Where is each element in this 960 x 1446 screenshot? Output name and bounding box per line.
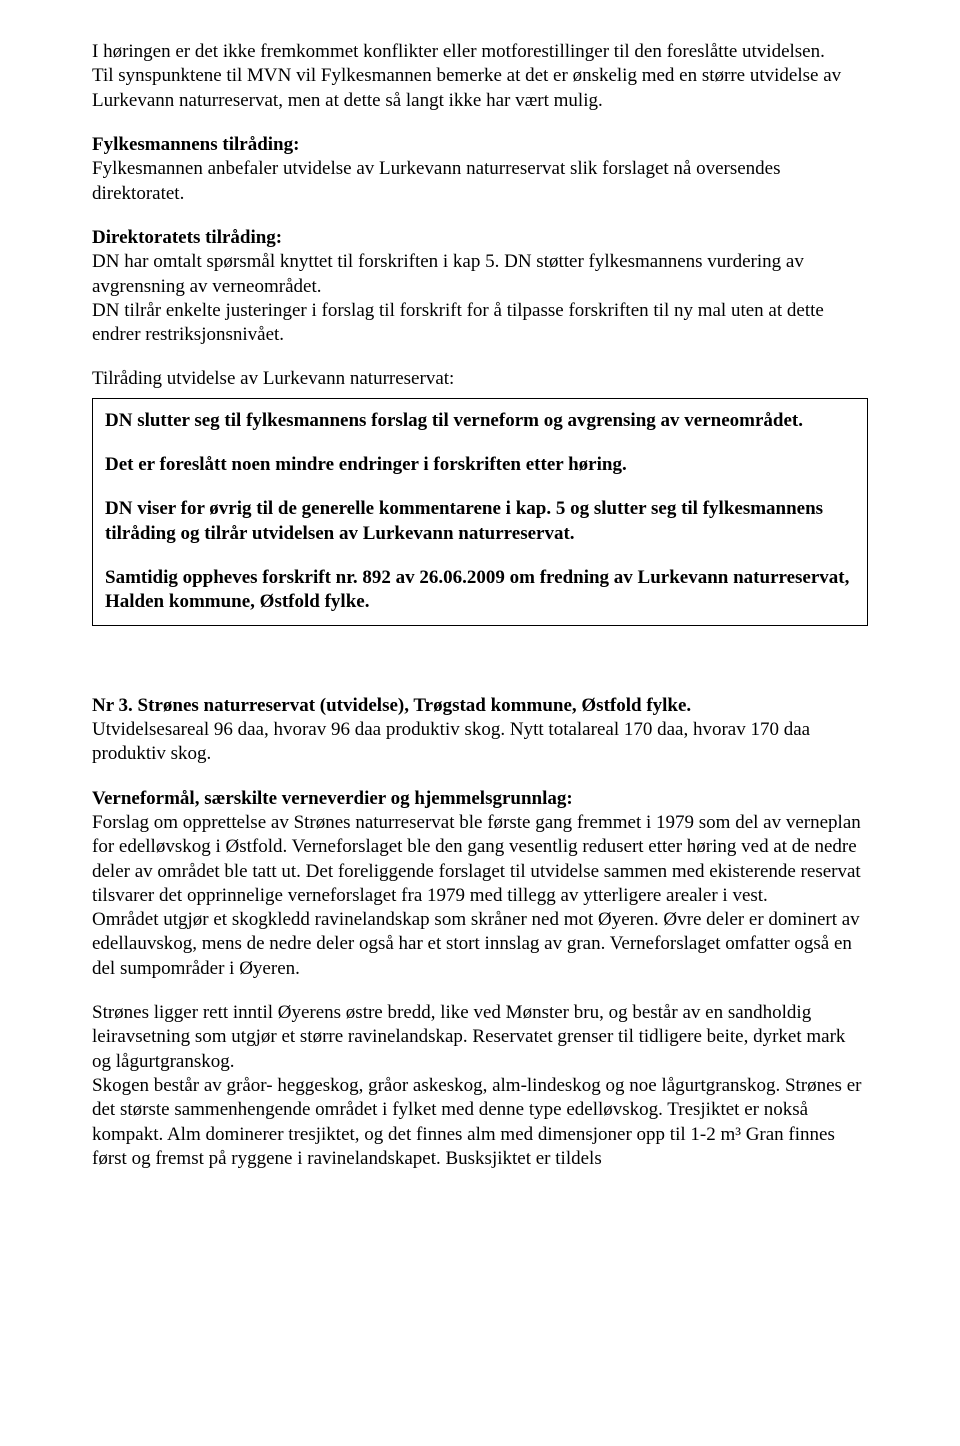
- section-heading-nr3: Nr 3. Strønes naturreservat (utvidelse),…: [92, 694, 868, 718]
- direktoratet-text-1: DN har omtalt spørsmål knyttet til forsk…: [92, 251, 804, 296]
- fylkesmannen-heading: Fylkesmannens tilråding:: [92, 134, 299, 155]
- box-p2: Det er foreslått noen mindre endringer i…: [105, 453, 855, 477]
- verneformal-block: Verneformål, særskilte verneverdier og h…: [92, 787, 868, 909]
- verneformal-text-1: Forslag om opprettelse av Strønes naturr…: [92, 812, 861, 906]
- areal-paragraph: Utvidelsesareal 96 daa, hvorav 96 daa pr…: [92, 718, 868, 767]
- box-p4: Samtidig oppheves forskrift nr. 892 av 2…: [105, 566, 855, 615]
- verneformal-heading: Verneformål, særskilte verneverdier og h…: [92, 788, 573, 809]
- document-page: I høringen er det ikke fremkommet konfli…: [0, 0, 960, 1211]
- direktoratet-block: Direktoratets tilråding: DN har omtalt s…: [92, 226, 868, 348]
- fylkesmannen-text: Fylkesmannen anbefaler utvidelse av Lurk…: [92, 158, 781, 203]
- box-p1: DN slutter seg til fylkesmannens forslag…: [105, 409, 855, 433]
- strones-p2: Skogen består av gråor- heggeskog, gråor…: [92, 1074, 868, 1171]
- spacer: [92, 650, 868, 694]
- fylkesmannen-block: Fylkesmannens tilråding: Fylkesmannen an…: [92, 133, 868, 206]
- intro-paragraph: I høringen er det ikke fremkommet konfli…: [92, 40, 868, 64]
- syn-paragraph: Til synspunktene til MVN vil Fylkesmanne…: [92, 64, 868, 113]
- box-p3: DN viser for øvrig til de generelle komm…: [105, 497, 855, 546]
- strones-p1: Strønes ligger rett inntil Øyerens østre…: [92, 1001, 868, 1074]
- tilrading-lead: Tilråding utvidelse av Lurkevann naturre…: [92, 367, 868, 391]
- verneformal-text-2: Området utgjør et skogkledd ravinelandsk…: [92, 908, 868, 981]
- direktoratet-text-2: DN tilrår enkelte justeringer i forslag …: [92, 300, 824, 345]
- direktoratet-heading: Direktoratets tilråding:: [92, 227, 282, 248]
- recommendation-box: DN slutter seg til fylkesmannens forslag…: [92, 398, 868, 626]
